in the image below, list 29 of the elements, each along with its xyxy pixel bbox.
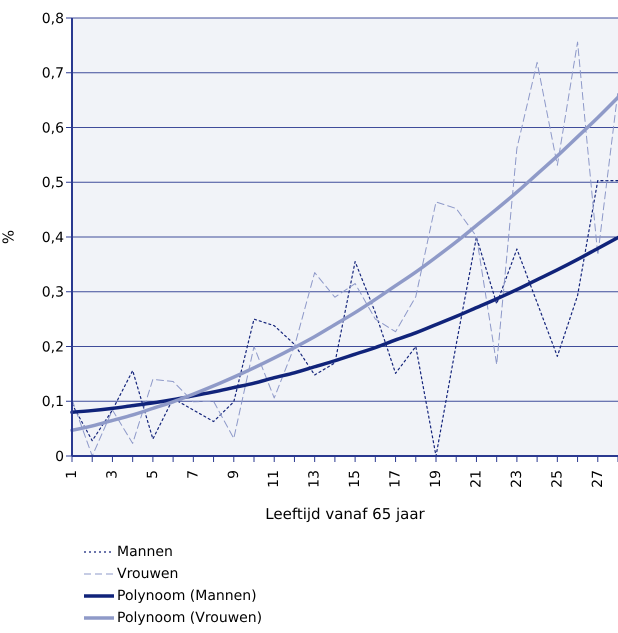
x-tick-label: 17 — [388, 470, 404, 488]
x-tick-label: 19 — [428, 470, 444, 488]
x-tick-label: 25 — [549, 470, 566, 488]
x-tick-label: 7 — [185, 470, 202, 479]
legend-label: Vrouwen — [117, 566, 178, 582]
y-tick-label: 0,8 — [42, 10, 64, 27]
x-tick-label: 1 — [64, 470, 80, 479]
y-axis-title: % — [0, 230, 18, 244]
y-tick-label: 0,4 — [42, 230, 64, 246]
y-tick-label: 0 — [55, 448, 64, 465]
legend-label: Polynoom (Vrouwen) — [117, 610, 262, 626]
x-tick-label: 11 — [266, 470, 282, 488]
x-tick-label: 23 — [508, 470, 525, 488]
legend-label: Mannen — [117, 544, 173, 560]
y-tick-label: 0,2 — [42, 339, 64, 356]
x-tick-label: 5 — [144, 470, 161, 479]
y-tick-label: 0,5 — [42, 175, 64, 192]
y-tick-label: 0,6 — [42, 120, 64, 136]
y-tick-label: 0,7 — [42, 66, 64, 82]
x-tick-label: 15 — [347, 470, 364, 488]
x-tick-label: 9 — [226, 470, 242, 479]
x-tick-label: 21 — [468, 470, 484, 488]
y-tick-label: 0,3 — [42, 284, 64, 301]
x-axis-title: Leeftijd vanaf 65 jaar — [265, 505, 426, 523]
legend-label: Polynoom (Mannen) — [117, 588, 257, 604]
x-tick-label: 3 — [104, 470, 120, 479]
x-tick-label: 27 — [590, 470, 606, 488]
x-tick-label: 13 — [306, 470, 323, 488]
y-tick-label: 0,1 — [42, 394, 64, 410]
